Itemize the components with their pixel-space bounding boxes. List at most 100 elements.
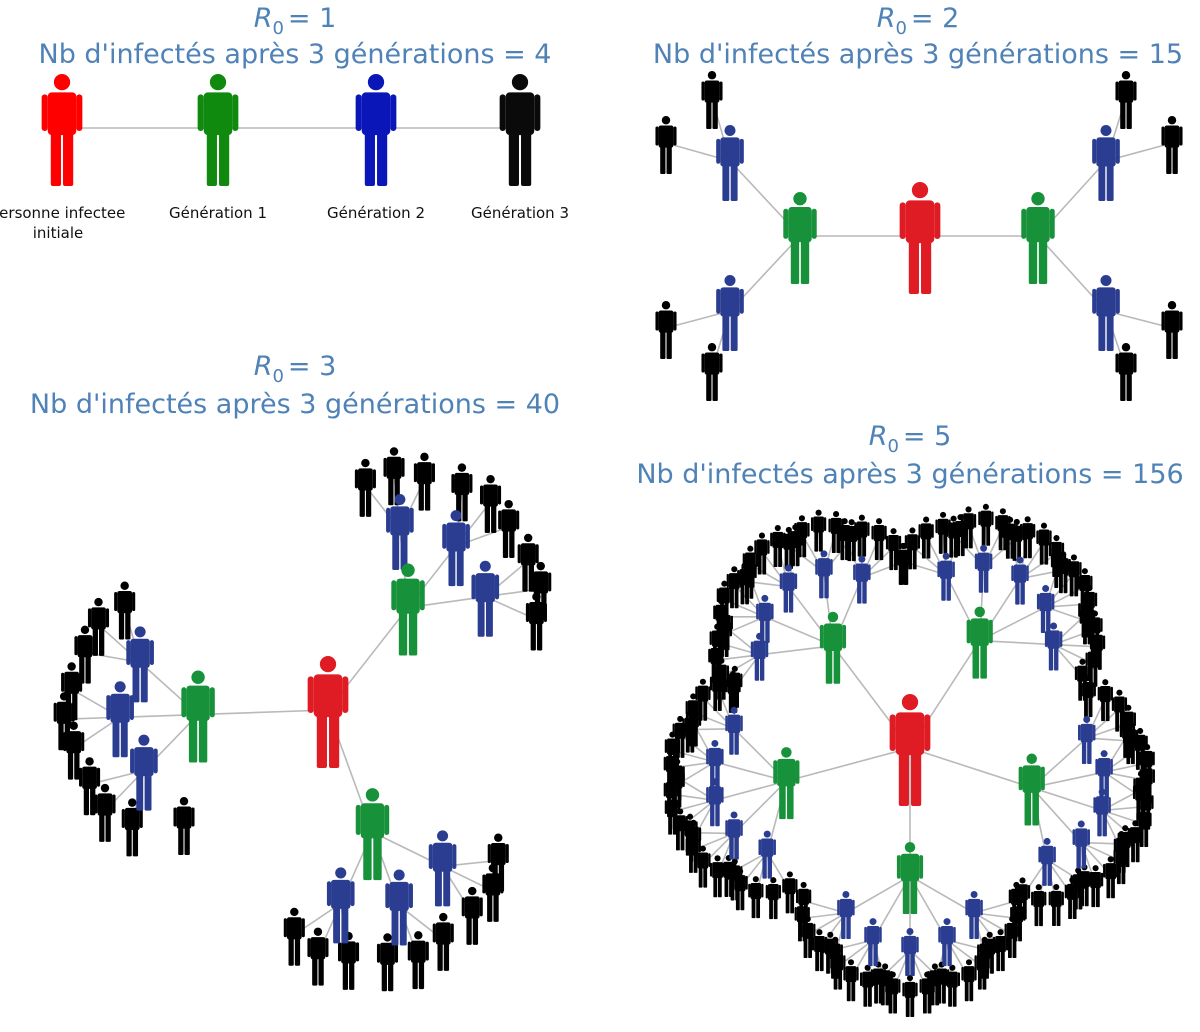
r5-generation3-person <box>781 526 797 569</box>
r5-generation3-person <box>727 665 743 708</box>
r5-generation3-person <box>754 532 770 575</box>
r2-generation2-person <box>716 275 744 351</box>
r5-generation3-person <box>1004 916 1020 958</box>
r5-generation3-person <box>945 515 962 558</box>
r2-generation3-person <box>1115 71 1137 129</box>
r3-count-line: Nb d'infectés après 3 générations = 40 <box>30 389 560 420</box>
r5-generation3-person <box>974 947 990 990</box>
r5-generation2-person <box>1072 820 1090 869</box>
r5-generation3-person <box>918 516 934 559</box>
r5-generation2-person <box>974 544 993 593</box>
r5-generation3-person <box>843 959 859 1002</box>
r5-generation2-person <box>706 739 724 788</box>
r5-generation3-person <box>877 963 893 1006</box>
r2-generation2-person <box>1092 275 1120 351</box>
panel-r1-title: R0 = 1 Nb d'infectés après 3 générations … <box>39 3 552 70</box>
r5-generation2-person <box>937 552 955 601</box>
r3-generation3-person <box>87 597 110 656</box>
r2-link <box>1105 310 1173 329</box>
r5-generation3-person <box>695 845 711 888</box>
r3-generation2-person <box>442 510 470 587</box>
r3-generation3-person <box>498 499 520 558</box>
r5-generation2-person <box>779 564 798 613</box>
r5-generation3-person <box>1066 554 1082 597</box>
r2-generation3-person <box>701 343 723 401</box>
r3-generation2-person <box>471 560 500 637</box>
r3-generation2-person <box>130 734 158 811</box>
r5-generation2-person <box>815 550 833 599</box>
panel-r3-title: R0 = 3 Nb d'infectés après 3 générations … <box>30 351 560 420</box>
r5-generation3-person <box>885 528 902 571</box>
r5-link <box>845 875 911 914</box>
r2-generation1-person <box>783 192 817 284</box>
r5-link <box>714 780 787 802</box>
r5-generation2-person <box>1011 556 1029 605</box>
r5-generation3-person <box>1036 522 1052 565</box>
r5-generation3-person <box>871 518 887 561</box>
r5-generation1-person <box>1018 753 1045 826</box>
r5-generation1-person <box>773 747 800 820</box>
r5-generation2-person <box>853 555 871 604</box>
r5-generation3-person <box>978 503 994 546</box>
r5-generation2-person <box>750 632 769 681</box>
r5-generation3-person <box>794 515 810 558</box>
r1-captions: Personne infectee initiale Génération 1 … <box>0 204 569 242</box>
r5-generation2-person <box>837 891 855 939</box>
r5-generation3-person <box>827 936 843 979</box>
r2-generation1-person <box>1021 192 1055 284</box>
r5-count-line: Nb d'infectés après 3 générations = 156 <box>636 459 1183 490</box>
r5-generation3-person <box>961 959 977 1002</box>
caption-generation-2: Génération 2 <box>327 204 425 222</box>
r5-generation3-person <box>1064 876 1080 919</box>
r3-generation3-person <box>525 592 547 651</box>
r5-generation3-person <box>1087 865 1104 908</box>
caption-initial-line2: initiale <box>33 224 83 242</box>
r3-generation2-person <box>106 681 134 758</box>
r3-generation3-person <box>432 912 454 971</box>
r5-generation3-person <box>742 545 758 588</box>
r5-link <box>786 747 911 782</box>
r3-generation3-person <box>383 447 405 506</box>
r3-generation2-person <box>385 869 413 946</box>
r5-link <box>1031 786 1103 812</box>
r5-generation2-person <box>965 891 983 939</box>
r5-generation3-person <box>748 876 764 919</box>
r5-generation2-person <box>938 918 956 967</box>
r5-generation3-person <box>854 514 870 557</box>
r5-generation2-person <box>725 811 743 860</box>
r5-link <box>909 747 1032 789</box>
people <box>41 71 1183 1017</box>
r5-generation3-person <box>810 509 827 552</box>
r3-generation3-person <box>482 863 504 922</box>
r3-generation3-person <box>307 927 329 986</box>
r5-generation3-person <box>695 678 711 721</box>
r5-generation1-person <box>896 842 924 914</box>
r3-generation3-person <box>173 797 195 855</box>
r3-generation2-person <box>386 493 414 570</box>
r3-generation3-person <box>517 533 539 592</box>
r3-generation3-person <box>337 931 360 990</box>
r3-generation3-person <box>114 581 136 640</box>
r3-generation3-person <box>354 458 376 517</box>
r2-initial-person <box>899 182 941 294</box>
r5-generation3-person <box>1048 883 1064 926</box>
r2-generation3-person <box>1115 343 1137 401</box>
r5-generation3-person <box>1050 545 1067 588</box>
r2-generation3-person <box>655 301 677 359</box>
r3-generation3-person <box>461 886 483 945</box>
r5-generation3-person <box>709 669 726 712</box>
r2-generation3-person <box>1161 301 1183 359</box>
caption-generation-1: Génération 1 <box>169 204 267 222</box>
panel-r5-title: R0 = 5 Nb d'infectés après 3 générations … <box>636 421 1183 490</box>
r5-generation3-person <box>811 929 828 972</box>
r5-generation3-person <box>944 964 960 1007</box>
r5-generation3-person <box>1002 516 1018 559</box>
r3-generation3-person <box>94 783 116 842</box>
r5-generation3-person <box>782 871 798 914</box>
r5-generation3-person <box>1078 595 1094 638</box>
r2-link <box>665 310 731 329</box>
r5-generation2-person <box>901 928 919 976</box>
r1-generation3-person <box>499 74 541 186</box>
r5-generation3-person <box>837 518 853 561</box>
